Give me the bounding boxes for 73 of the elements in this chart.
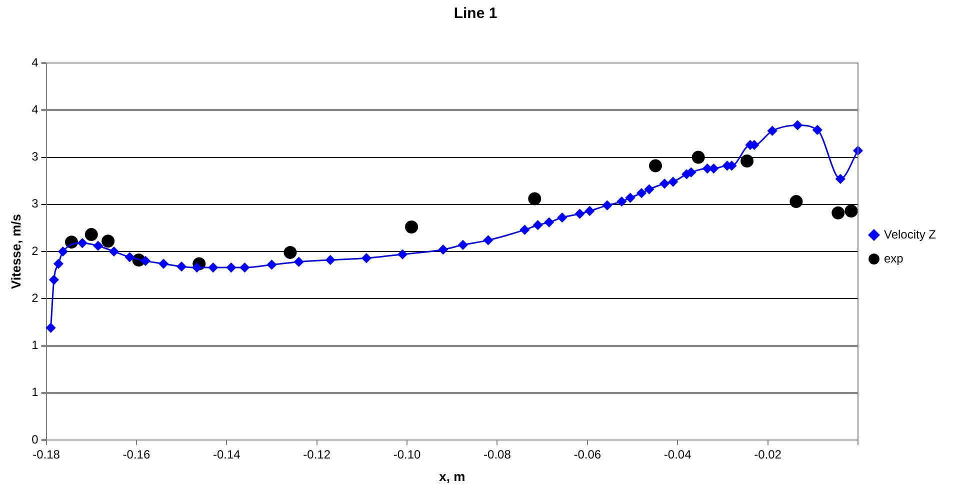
point — [740, 154, 754, 168]
point — [102, 234, 115, 248]
chart-title: Line 1 — [454, 5, 498, 22]
point — [49, 275, 59, 285]
point — [557, 212, 567, 222]
point — [832, 206, 845, 220]
point — [140, 256, 150, 266]
point — [158, 259, 168, 269]
point — [528, 192, 542, 206]
point — [844, 204, 858, 218]
point — [398, 250, 408, 260]
x-tick-label: -0.08 — [484, 448, 512, 462]
point — [660, 178, 670, 188]
point — [483, 235, 493, 245]
y-tick-label: 4 — [32, 102, 39, 116]
point — [626, 193, 635, 203]
x-tick-label: -0.18 — [32, 448, 60, 462]
point — [78, 238, 88, 248]
point — [584, 206, 594, 216]
point — [405, 220, 418, 234]
point — [692, 150, 705, 164]
y-tick-label: 2 — [32, 244, 39, 258]
point — [438, 244, 448, 254]
point — [58, 246, 68, 256]
point — [208, 262, 218, 272]
point — [84, 228, 98, 242]
x-tick-label: -0.04 — [664, 448, 692, 462]
point — [124, 252, 134, 262]
point — [544, 218, 554, 228]
x-tick-label: -0.10 — [393, 448, 422, 462]
y-tick-label: 3 — [32, 150, 39, 164]
point — [644, 184, 654, 194]
point — [792, 120, 802, 130]
x-tick-label: -0.14 — [212, 448, 241, 462]
legend-label: Velocity Z — [884, 227, 936, 242]
y-tick-label: 1 — [32, 385, 39, 400]
point — [240, 262, 250, 272]
y-tick-label: 1 — [32, 338, 39, 352]
point — [616, 196, 626, 206]
point — [54, 259, 64, 269]
point — [602, 200, 612, 210]
point — [294, 257, 304, 267]
point — [768, 126, 778, 136]
point — [109, 246, 119, 256]
point — [649, 159, 662, 172]
x-tick-label: -0.06 — [574, 448, 602, 462]
y-tick-label: 4 — [32, 55, 39, 70]
y-tick-label: 2 — [32, 290, 39, 305]
point — [362, 253, 372, 263]
point — [226, 262, 236, 272]
y-tick-label: 3 — [32, 196, 39, 211]
y-tick-label: 0 — [32, 432, 39, 446]
point — [284, 246, 297, 259]
point — [836, 174, 846, 184]
legend-label: exp — [884, 251, 904, 266]
point — [458, 240, 468, 250]
point — [326, 255, 336, 265]
point — [790, 195, 803, 208]
x-tick-label: -0.02 — [754, 448, 782, 462]
x-tick-label: -0.16 — [122, 448, 150, 462]
point — [812, 125, 822, 135]
point — [176, 262, 186, 272]
point — [574, 209, 584, 219]
x-axis-title: x, m — [439, 468, 466, 484]
point — [46, 323, 56, 333]
point — [267, 260, 276, 270]
point — [520, 225, 530, 235]
point — [636, 188, 646, 198]
x-tick-label: -0.12 — [303, 448, 331, 462]
point — [668, 177, 678, 187]
point — [533, 220, 543, 230]
y-axis-title: Vitesse, m/s — [8, 214, 24, 289]
point — [93, 241, 103, 251]
